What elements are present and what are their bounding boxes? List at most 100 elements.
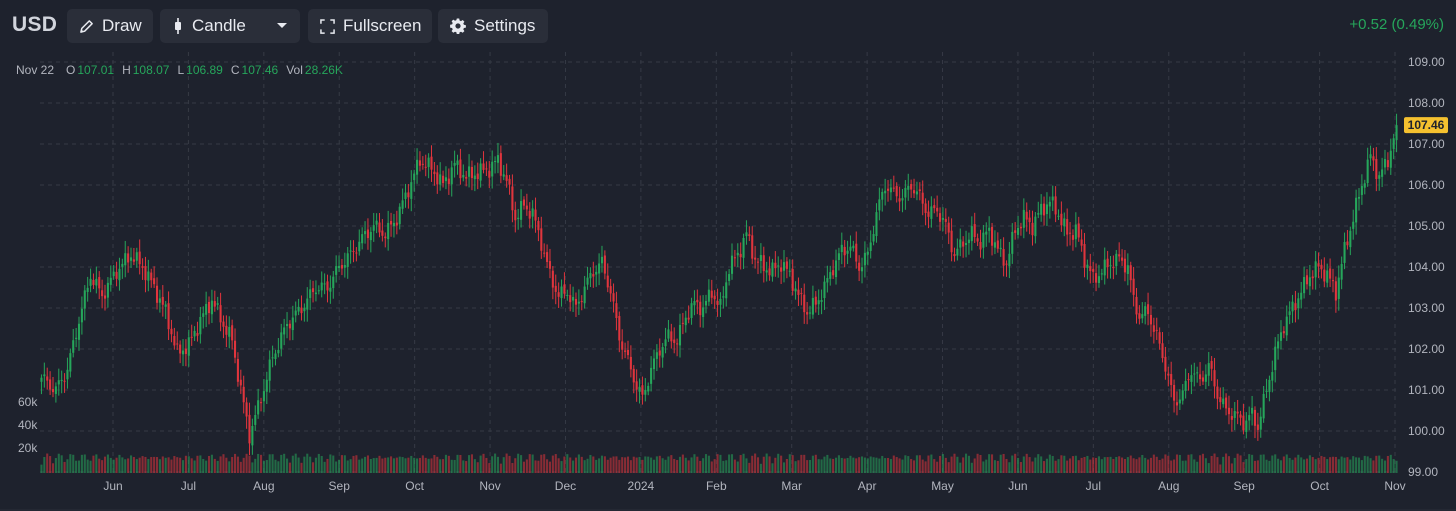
candle-body (800, 292, 803, 294)
candle-body (109, 277, 112, 285)
volume-bar (72, 454, 75, 473)
candle-body (1314, 261, 1317, 278)
volume-bar (1360, 460, 1363, 473)
candle-body (745, 232, 748, 237)
price-tick-label: 100.00 (1408, 424, 1445, 438)
volume-bar (392, 458, 395, 473)
candle-body (89, 278, 92, 286)
candle-body (505, 175, 508, 181)
volume-bar (1210, 455, 1213, 473)
candle-body (297, 306, 300, 312)
chart-type-dropdown[interactable]: Candle (160, 9, 300, 43)
candle-body (127, 253, 130, 263)
volume-bar (1300, 457, 1303, 473)
candle-body (973, 224, 976, 238)
volume-bar (69, 454, 72, 473)
candle-body (690, 303, 693, 318)
candle-body (632, 368, 635, 383)
volume-bar (817, 459, 820, 473)
price-tick-label: 104.00 (1408, 260, 1445, 274)
volume-bar (1369, 458, 1372, 473)
volume-bar (1164, 454, 1167, 473)
candle-body (537, 221, 540, 231)
volume-bar (520, 455, 523, 473)
volume-bar (574, 457, 578, 473)
volume-bar (170, 459, 173, 473)
volume-bar (101, 460, 104, 473)
volume-bar (1028, 457, 1031, 473)
volume-bar (1392, 459, 1395, 473)
volume-bar (470, 454, 473, 473)
time-axis-label: Mar (781, 479, 802, 493)
draw-button[interactable]: Draw (67, 9, 153, 43)
volume-bar (228, 461, 231, 473)
candle-body (280, 332, 283, 349)
candle-body (1337, 277, 1340, 299)
price-chart[interactable]: 109.00 108.00 107.00 106.00 105.00 104.00 103.… (0, 52, 1456, 511)
candle-body (852, 245, 855, 249)
price-change: +0.52 (0.49%) (1349, 16, 1444, 33)
candle-body (944, 218, 947, 222)
candle-body (271, 357, 274, 359)
candle-body (621, 341, 624, 350)
candle-body (150, 272, 153, 281)
volume-bar (1034, 457, 1037, 473)
volume-bar (502, 457, 505, 473)
volume-bar (1227, 456, 1231, 473)
settings-button[interactable]: Settings (438, 9, 548, 43)
pencil-icon (79, 19, 94, 34)
volume-bar (1063, 455, 1066, 473)
candle-body (129, 257, 133, 261)
volume-bar (514, 458, 517, 473)
candle-body (77, 323, 81, 340)
candle-body (1106, 258, 1109, 268)
candle-body (1213, 370, 1216, 387)
volume-bar (1173, 459, 1176, 473)
candle-body (962, 241, 965, 247)
volume-bar (410, 455, 413, 473)
candle-body (1369, 154, 1372, 159)
volume-bar (548, 461, 552, 473)
volume-bar (63, 461, 66, 473)
volume-tick-label: 40k (18, 418, 38, 432)
candle-body (531, 208, 534, 217)
candle-body (641, 385, 644, 395)
candle-body (520, 201, 523, 220)
volume-bar (46, 453, 49, 473)
volume-bar (1069, 458, 1072, 473)
candle-body (268, 359, 271, 381)
candle-body (941, 217, 944, 220)
candle-body (814, 296, 817, 305)
volume-bar (551, 455, 554, 473)
volume-bar (667, 456, 670, 473)
time-axis-label: Feb (706, 479, 727, 493)
volume-bar (1089, 459, 1092, 473)
candle-body (312, 288, 315, 293)
candle-body (1123, 258, 1126, 273)
candle-body (930, 206, 933, 219)
candle-body (338, 265, 341, 269)
volume-bar (1236, 453, 1239, 473)
candle-body (886, 188, 890, 191)
candle-body (427, 157, 430, 168)
volume-bar (1372, 460, 1375, 473)
candle-body (774, 262, 777, 269)
candle-body (1060, 213, 1063, 226)
volume-bar (1141, 454, 1144, 473)
candle-body (1178, 399, 1181, 404)
candle-body (1389, 150, 1392, 168)
volume-bar (1109, 456, 1112, 473)
candle-body (875, 212, 878, 237)
candle-body (592, 274, 595, 277)
candle-body (644, 389, 647, 395)
draw-label: Draw (102, 16, 142, 35)
volume-bar (832, 458, 835, 473)
fullscreen-button[interactable]: Fullscreen (308, 9, 432, 43)
candle-body (826, 278, 829, 283)
candle-body (1126, 265, 1129, 274)
volume-bar (944, 457, 947, 473)
volume-bar (892, 455, 895, 473)
time-axis-label: Jun (1008, 479, 1027, 493)
candle-body (1048, 201, 1051, 207)
volume-bar (577, 454, 580, 473)
